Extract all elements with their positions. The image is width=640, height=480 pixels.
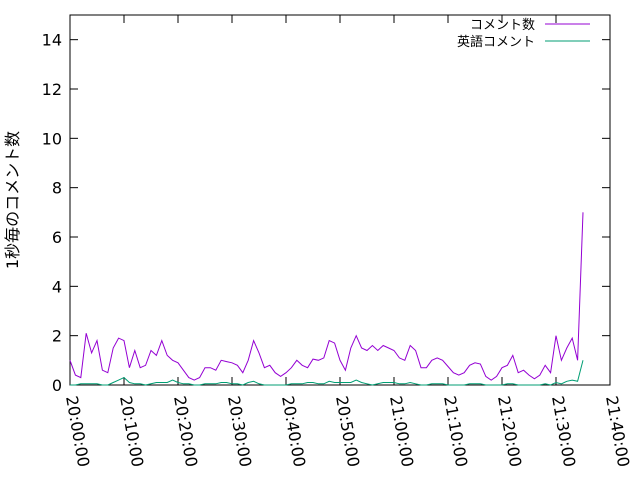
y-tick-label: 14 bbox=[42, 31, 62, 50]
series-line-2 bbox=[70, 360, 584, 386]
y-tick-label: 8 bbox=[52, 179, 62, 198]
legend-label: コメント数 bbox=[470, 18, 535, 33]
y-axis-label: 1秒毎のコメント数 bbox=[3, 131, 22, 269]
x-tick-label: 20:00:00 bbox=[62, 394, 93, 468]
y-tick-label: 10 bbox=[42, 129, 62, 148]
x-tick-label: 20:40:00 bbox=[278, 394, 309, 468]
x-tick-label: 21:40:00 bbox=[602, 394, 633, 468]
y-tick-label: 0 bbox=[52, 376, 62, 395]
y-tick-label: 12 bbox=[42, 80, 62, 99]
x-tick-label: 21:30:00 bbox=[548, 394, 579, 468]
y-tick-label: 4 bbox=[52, 277, 62, 296]
plot-border bbox=[69, 14, 611, 386]
x-tick-label: 21:10:00 bbox=[440, 394, 471, 468]
x-tick-label: 20:30:00 bbox=[224, 394, 255, 468]
x-tick-label: 20:50:00 bbox=[332, 394, 363, 468]
x-tick-label: 20:10:00 bbox=[116, 394, 147, 468]
series-line-1 bbox=[69, 212, 584, 381]
axes: 0 2 4 6 8 10 12 14 20:00:00 20:10:00 20:20:00 20:30… bbox=[42, 14, 633, 468]
x-tick-label: 21:00:00 bbox=[386, 394, 417, 468]
x-tick-label: 20:20:00 bbox=[170, 394, 201, 468]
x-tick-label: 21:20:00 bbox=[494, 394, 525, 468]
legend-label: 英語コメント bbox=[457, 34, 535, 50]
series-lines bbox=[69, 212, 584, 386]
y-tick-label: 2 bbox=[52, 327, 62, 346]
y-tick-label: 6 bbox=[52, 228, 62, 247]
